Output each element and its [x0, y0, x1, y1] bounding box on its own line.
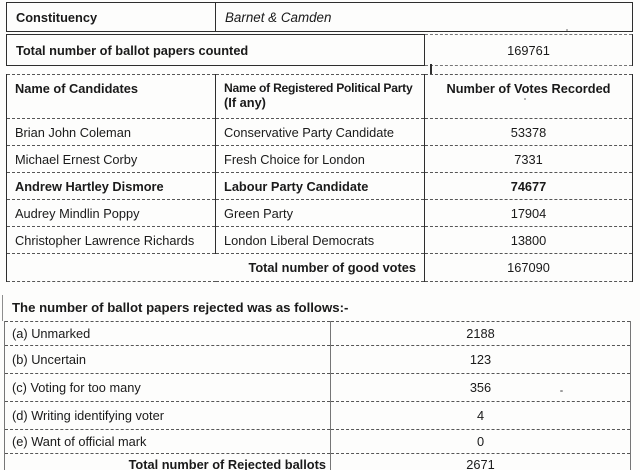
- rejected-count: 2188: [330, 321, 631, 346]
- good-votes-total-value: 167090: [424, 253, 633, 282]
- header-name-of-candidates: Name of Candidates: [6, 74, 216, 119]
- scan-line-fragment: [430, 64, 432, 75]
- candidate-party: London Liberal Democrats: [215, 226, 425, 254]
- rejected-total-row: Total number of Rejected ballots 2671: [4, 453, 631, 470]
- candidate-row: Brian John Coleman Conservative Party Ca…: [6, 118, 633, 146]
- good-votes-total-label: Total number of good votes: [6, 253, 425, 282]
- ballots-counted-label: Total number of ballot papers counted: [6, 34, 425, 66]
- candidate-votes: 7331: [424, 145, 633, 173]
- scan-speck: [524, 98, 526, 100]
- rejected-row: (b) Uncertain 123: [4, 345, 631, 374]
- rejected-total-label: Total number of Rejected ballots: [4, 453, 331, 470]
- ballots-counted-value: 169761: [424, 34, 633, 66]
- ballots-counted-table: Total number of ballot papers counted 16…: [6, 34, 633, 66]
- candidate-name: Michael Ernest Corby: [6, 145, 216, 173]
- candidates-header-row: Name of Candidates Name of Registered Po…: [6, 74, 633, 119]
- rejected-row: (d) Writing identifying voter 4: [4, 401, 631, 430]
- candidate-row: Christopher Lawrence Richards London Lib…: [6, 226, 633, 254]
- candidate-name: Brian John Coleman: [6, 118, 216, 146]
- scan-speck: [566, 29, 568, 31]
- candidate-party: Labour Party Candidate: [215, 172, 425, 200]
- rejected-ballots-table: (a) Unmarked 2188 (b) Uncertain 123 (c) …: [4, 321, 631, 470]
- rejected-count: 0: [330, 429, 631, 454]
- header-party: Name of Registered Political Party (If a…: [215, 74, 425, 119]
- candidate-row-winner: Andrew Hartley Dismore Labour Party Cand…: [6, 172, 633, 200]
- header-party-line1: Name of Registered Political Party: [224, 81, 413, 95]
- candidate-votes: 17904: [424, 199, 633, 227]
- good-votes-total-row: Total number of good votes 167090: [6, 253, 633, 282]
- candidate-name: Audrey Mindlin Poppy: [6, 199, 216, 227]
- header-votes-recorded: Number of Votes Recorded: [424, 74, 633, 119]
- rejected-row: (a) Unmarked 2188: [4, 321, 631, 346]
- candidate-party: Conservative Party Candidate: [215, 118, 425, 146]
- candidate-votes: 74677: [424, 172, 633, 200]
- rejected-count: 356: [330, 373, 631, 402]
- scan-speck: [560, 390, 563, 392]
- candidate-party: Fresh Choice for London: [215, 145, 425, 173]
- rejected-total-value: 2671: [330, 453, 631, 470]
- rejected-count: 4: [330, 401, 631, 430]
- candidate-name: Andrew Hartley Dismore: [6, 172, 216, 200]
- rejected-reason: (b) Uncertain: [4, 345, 331, 374]
- header-party-line2: (If any): [224, 95, 266, 110]
- rejected-reason: (c) Voting for too many: [4, 373, 331, 402]
- candidate-party: Green Party: [215, 199, 425, 227]
- constituency-table: Constituency Barnet & Camden: [6, 2, 633, 32]
- rejected-reason: (d) Writing identifying voter: [4, 401, 331, 430]
- ballots-counted-row: Total number of ballot papers counted 16…: [6, 34, 633, 66]
- constituency-label: Constituency: [6, 2, 216, 32]
- candidate-votes: 13800: [424, 226, 633, 254]
- rejected-intro-text: The number of ballot papers rejected was…: [2, 295, 635, 321]
- rejected-reason: (e) Want of official mark: [4, 429, 331, 454]
- candidate-votes: 53378: [424, 118, 633, 146]
- rejected-row: (c) Voting for too many 356: [4, 373, 631, 402]
- constituency-row: Constituency Barnet & Camden: [6, 2, 633, 32]
- candidate-row: Audrey Mindlin Poppy Green Party 17904: [6, 199, 633, 227]
- rejected-row: (e) Want of official mark 0: [4, 429, 631, 454]
- candidate-row: Michael Ernest Corby Fresh Choice for Lo…: [6, 145, 633, 173]
- candidate-name: Christopher Lawrence Richards: [6, 226, 216, 254]
- rejected-reason: (a) Unmarked: [4, 321, 331, 346]
- candidates-table: Name of Candidates Name of Registered Po…: [6, 74, 633, 282]
- constituency-value: Barnet & Camden: [215, 2, 633, 32]
- rejected-count: 123: [330, 345, 631, 374]
